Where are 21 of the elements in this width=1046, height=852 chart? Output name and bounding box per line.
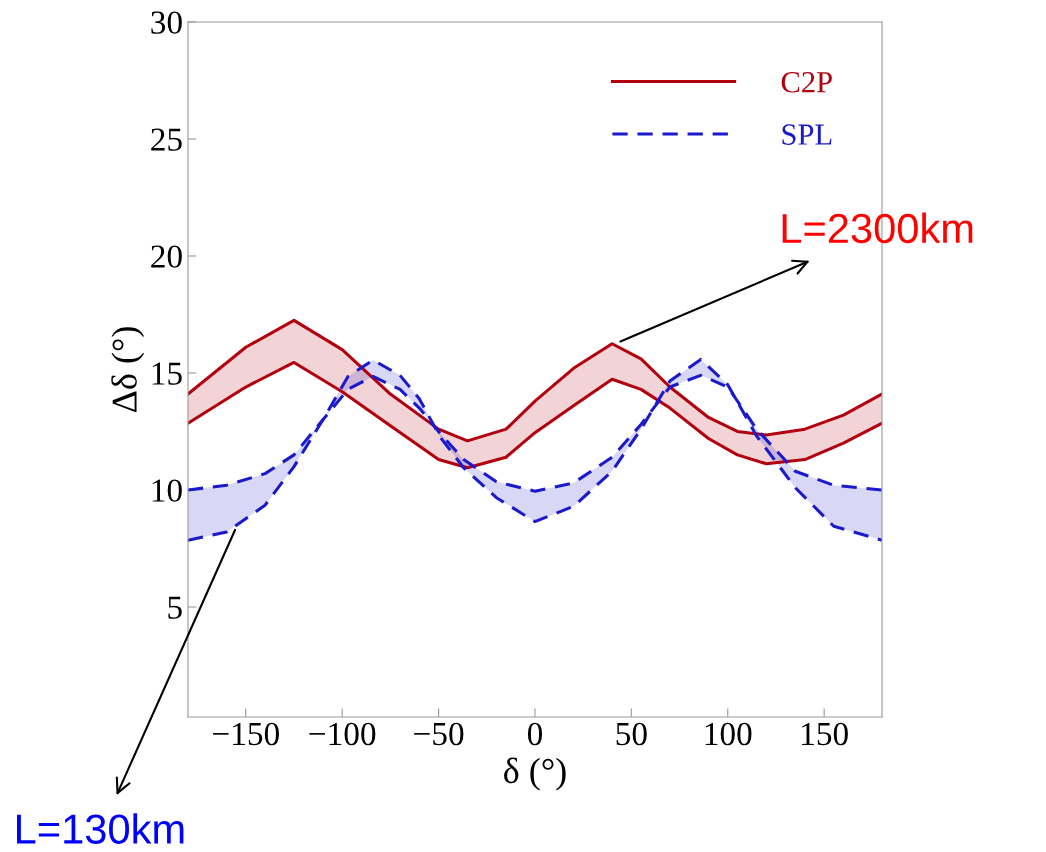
x-axis-title: δ (°) (504, 757, 566, 791)
annotation: L=2300km (782, 212, 973, 244)
x-tick-label: 150 (802, 722, 848, 746)
y-tick-label: 10 (152, 479, 182, 502)
y-tick-label: 5 (168, 596, 182, 619)
line-series (187, 360, 882, 470)
line-series (187, 318, 882, 443)
x-tick-label: −50 (414, 722, 464, 746)
y-axis-title: Δδ (°) (111, 327, 145, 412)
x-tick-label: 50 (616, 722, 647, 746)
y-tick-label: 25 (151, 128, 182, 151)
legend-label: SPL (782, 124, 832, 145)
annotation: L=130km (17, 813, 184, 844)
y-tick-label: 15 (152, 362, 182, 385)
legend-label: C2P (781, 72, 832, 93)
y-tick-label: 30 (151, 11, 182, 34)
y-tick-label: 20 (151, 245, 182, 268)
x-tick-label: −100 (309, 722, 376, 746)
x-tick-label: −150 (213, 722, 279, 746)
x-tick-label: 0 (527, 722, 543, 746)
x-tick-label: 100 (705, 722, 752, 746)
